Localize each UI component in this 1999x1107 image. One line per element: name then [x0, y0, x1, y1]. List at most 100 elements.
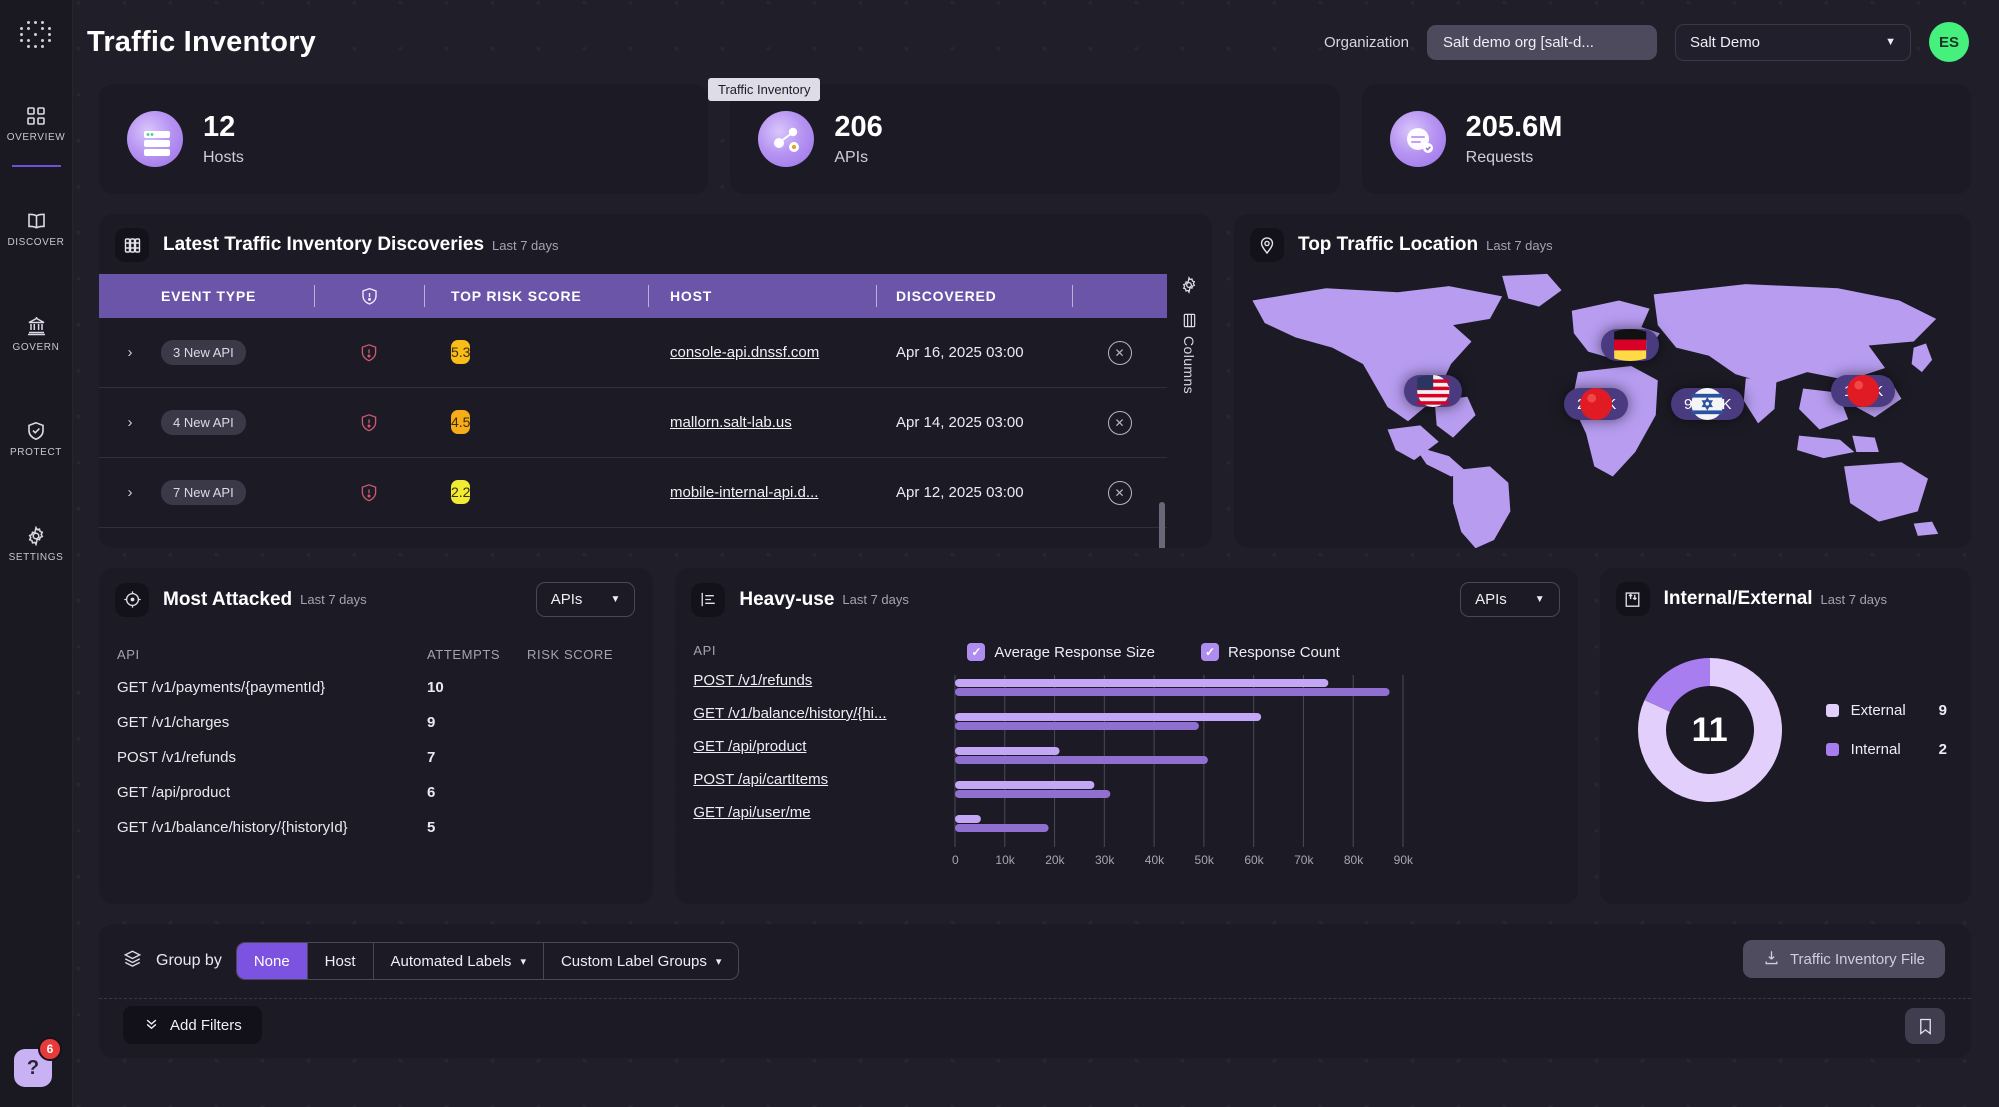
internal-external-panel: Internal/External Last 7 days 11 Externa…	[1599, 568, 1971, 904]
legend-item[interactable]: External 9	[1825, 702, 1947, 719]
legend-checkbox[interactable]: ✓ Average Response Size	[967, 643, 1155, 661]
dismiss-row-button[interactable]: ✕	[1107, 410, 1132, 435]
add-filters-button[interactable]: Add Filters	[123, 1006, 262, 1044]
risk-alert-icon	[314, 413, 424, 433]
target-icon	[115, 582, 149, 617]
avatar[interactable]: ES	[1929, 22, 1969, 62]
column-header-top-risk-score[interactable]: TOP RISK SCORE	[424, 274, 648, 318]
kpi-card-hosts[interactable]: 12 Hosts	[99, 84, 709, 194]
group-by-option-label: Automated Labels	[390, 952, 512, 970]
discoveries-table: EVENT TYPE TOP RISK SCORE HOST DISCOVERE…	[99, 274, 1167, 528]
sidebar-item-govern[interactable]: GOVERN	[0, 304, 73, 363]
column-header-event-type[interactable]: EVENT TYPE	[161, 288, 257, 304]
sidebar-item-settings[interactable]: SETTINGS	[0, 514, 73, 573]
chevron-down-icon: ▼	[1534, 594, 1545, 605]
add-filters-label: Add Filters	[170, 1016, 242, 1034]
bookmark-icon[interactable]	[1905, 1008, 1945, 1044]
table-scrollbar[interactable]	[1159, 502, 1165, 548]
kpi-card-requests[interactable]: 205.6M Requests	[1361, 84, 1971, 194]
group-by-option[interactable]: Host	[308, 943, 374, 979]
heavy-use-filter[interactable]: APIs ▼	[1460, 582, 1560, 617]
api-path: GET /v1/charges	[117, 714, 230, 731]
group-by-option[interactable]: None	[236, 943, 308, 979]
bar	[955, 679, 1329, 687]
host-link[interactable]: mallorn.salt-lab.us	[670, 414, 792, 431]
bar-chart-icon	[691, 582, 726, 617]
download-traffic-inventory-file-button[interactable]: Traffic Inventory File	[1742, 940, 1945, 978]
column-header-risk-icon[interactable]	[314, 274, 424, 318]
gear-icon[interactable]	[1180, 276, 1198, 299]
table-row[interactable]: › 4 New API 4.5 mallorn.salt-lab.us Apr 14, …	[99, 388, 1167, 458]
api-link[interactable]: GET /api/product	[693, 738, 807, 755]
map-marker[interactable]: 20.0K	[1564, 388, 1629, 420]
app-grid-icon[interactable]	[16, 14, 56, 54]
map-marker[interactable]: 10.4K	[1831, 375, 1896, 407]
map-marker[interactable]: 1.6M	[1601, 329, 1660, 361]
organization-selector[interactable]: Salt demo org [salt-d...	[1427, 24, 1657, 60]
sidebar-item-protect[interactable]: PROTECT	[0, 409, 73, 468]
donut-slice[interactable]	[1644, 658, 1710, 712]
x-axis-tick: 60k	[1244, 853, 1264, 867]
sidebar-item-label: DISCOVER	[7, 237, 65, 248]
list-item[interactable]: GET /v1/charges 9	[99, 705, 653, 740]
x-axis-tick: 70k	[1294, 853, 1314, 867]
most-attacked-header: Most Attacked Last 7 days APIs ▼	[99, 568, 653, 629]
chevron-down-icon: ▼	[1885, 36, 1896, 48]
expand-row-icon[interactable]: ›	[127, 484, 133, 501]
list-item[interactable]: POST /v1/refunds 7	[99, 740, 653, 775]
group-by-option-label: None	[253, 952, 290, 970]
legend-label: Average Response Size	[994, 643, 1156, 661]
group-by-option[interactable]: Custom Label Groups ▾	[544, 943, 738, 979]
table-row[interactable]: › 3 New API 5.3 console-api.dnssf.com Apr 16…	[99, 318, 1167, 388]
x-axis-tick: 90k	[1393, 853, 1414, 867]
sidebar-item-overview[interactable]: OVERVIEW	[0, 94, 73, 167]
legend-label: Internal	[1850, 741, 1901, 758]
columns-label: Columns	[1181, 336, 1197, 395]
column-header-host[interactable]: HOST	[648, 274, 876, 318]
panel-subtitle: Last 7 days	[1486, 237, 1553, 253]
sidebar-item-discover[interactable]: DISCOVER	[0, 199, 73, 258]
row-charts: Most Attacked Last 7 days APIs ▼ API	[99, 568, 1971, 904]
host-link[interactable]: console-api.dnssf.com	[670, 344, 820, 361]
donut-chart[interactable]: 11	[1628, 648, 1792, 812]
column-header-discovered[interactable]: DISCOVERED	[876, 274, 1072, 318]
table-row[interactable]: › 7 New API 2.2 mobile-internal-api.d... Apr…	[99, 458, 1167, 528]
attempts-value: 7	[427, 749, 436, 766]
group-by-option-label: Custom Label Groups	[560, 952, 707, 970]
columns-toggle[interactable]: Columns	[1181, 313, 1197, 394]
api-link[interactable]: POST /v1/refunds	[693, 672, 813, 689]
column-header-api: API	[117, 647, 140, 662]
api-path: GET /api/product	[117, 784, 231, 801]
api-link[interactable]: POST /api/cartItems	[693, 771, 829, 788]
api-link[interactable]: GET /v1/balance/history/{hi...	[693, 705, 887, 722]
list-item[interactable]: GET /v1/balance/history/{historyId} 5	[99, 810, 653, 845]
expand-row-icon[interactable]: ›	[127, 344, 133, 361]
list-item[interactable]: GET /v1/payments/{paymentId} 10	[99, 670, 653, 705]
world-map[interactable]: 5.5M 1.6M 20.0K 900.6K 10.4K	[1234, 270, 1971, 548]
dismiss-row-button[interactable]: ✕	[1107, 480, 1132, 505]
expand-row-icon[interactable]: ›	[127, 414, 133, 431]
kpi-value: 205.6M	[1465, 111, 1563, 144]
sidebar-item-label: PROTECT	[10, 447, 62, 458]
host-link[interactable]: mobile-internal-api.d...	[670, 484, 819, 501]
legend-item[interactable]: Internal 2	[1825, 741, 1947, 758]
chevron-down-icon: ▼	[610, 594, 621, 605]
discovered-date: Apr 14, 2025 03:00	[896, 414, 1024, 431]
environment-value: Salt Demo	[1690, 33, 1761, 51]
most-attacked-filter[interactable]: APIs ▼	[535, 582, 636, 617]
map-marker[interactable]: 900.6K	[1671, 388, 1744, 420]
environment-selector[interactable]: Salt Demo ▼	[1675, 23, 1911, 61]
donut-slice[interactable]	[1637, 658, 1782, 802]
checkbox-icon: ✓	[967, 643, 986, 661]
dismiss-row-button[interactable]: ✕	[1107, 340, 1132, 365]
help-badge-count: 6	[38, 1037, 62, 1061]
map-marker[interactable]: 5.5M	[1404, 375, 1463, 407]
api-link[interactable]: GET /api/user/me	[693, 804, 811, 821]
download-label: Traffic Inventory File	[1789, 950, 1925, 968]
bar	[955, 756, 1209, 764]
legend-checkbox[interactable]: ✓ Response Count	[1201, 643, 1340, 661]
group-by-option[interactable]: Automated Labels ▾	[374, 943, 544, 979]
kpi-card-apis[interactable]: 206 APIs	[730, 84, 1340, 194]
panel-subtitle: Last 7 days	[1820, 591, 1888, 607]
list-item[interactable]: GET /api/product 6	[99, 775, 653, 810]
